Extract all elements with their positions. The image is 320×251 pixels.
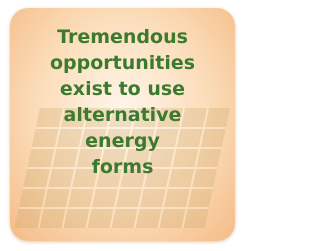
headline-line: alternative [10, 102, 235, 128]
headline-line: energy [10, 128, 235, 154]
headline-line: forms [10, 154, 235, 180]
headline-line: Tremendous [10, 24, 235, 50]
headline-line: opportunities [10, 50, 235, 76]
headline-line: exist to use [10, 76, 235, 102]
